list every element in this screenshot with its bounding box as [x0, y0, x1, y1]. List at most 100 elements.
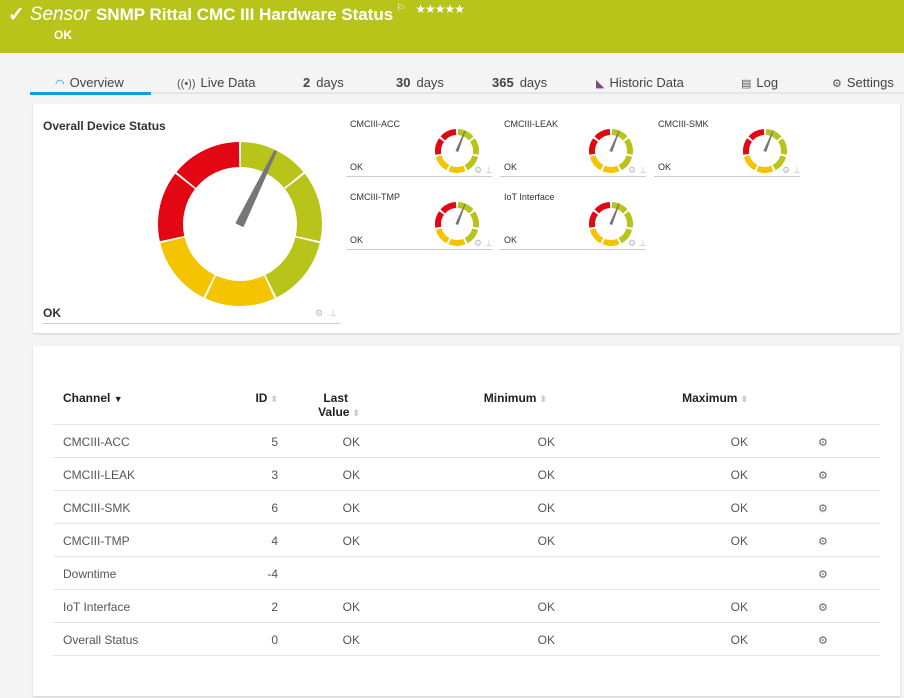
table-row[interactable]: CMCIII-TMP 4 OK OK OK ⚙: [53, 523, 880, 557]
gauge-needle: [455, 130, 466, 152]
pin-icon[interactable]: ⊥: [485, 238, 493, 248]
gear-icon[interactable]: ⚙: [628, 238, 637, 248]
cell-minimum: [360, 556, 555, 590]
gauge-segment: [589, 211, 598, 228]
tab-settings[interactable]: ⚙ Settings: [832, 75, 894, 90]
col-channel[interactable]: Channel ▼: [53, 386, 213, 425]
gauge-tile[interactable]: CMCIII-ACC OK ⚙ ⊥: [346, 104, 493, 177]
tab-label: Overview: [69, 75, 124, 90]
cell-channel[interactable]: CMCIII-SMK: [53, 490, 213, 524]
gauge-segment: [765, 129, 782, 141]
tab-overview[interactable]: ◠ Overview: [30, 75, 151, 95]
cell-channel[interactable]: CMCIII-ACC: [53, 424, 213, 458]
flag-icon[interactable]: ⚐: [396, 3, 406, 14]
gauge-segment: [470, 211, 479, 228]
gauge-label: IoT Interface: [504, 192, 555, 202]
tab-label: days: [519, 75, 548, 90]
gear-icon[interactable]: ⚙: [315, 308, 324, 318]
pin-icon[interactable]: ⊥: [793, 165, 801, 175]
cell-last-value: OK: [278, 589, 360, 623]
log-icon: ▤: [741, 78, 752, 90]
gauge-segment: [176, 142, 240, 188]
gauge-segment: [440, 202, 457, 214]
pin-icon[interactable]: ⊥: [639, 238, 647, 248]
channel-settings-icon[interactable]: ⚙: [818, 601, 828, 614]
gauge-tile[interactable]: CMCIII-SMK OK ⚙ ⊥: [654, 104, 801, 177]
cell-maximum: OK: [555, 589, 750, 623]
channel-settings-icon[interactable]: ⚙: [818, 436, 828, 449]
cell-channel[interactable]: CMCIII-TMP: [53, 523, 213, 557]
col-last-value[interactable]: Last Value ⬍: [278, 386, 360, 425]
gauge-segment: [435, 228, 450, 244]
channel-settings-icon[interactable]: ⚙: [818, 634, 828, 647]
cell-maximum: OK: [555, 622, 750, 656]
table-row[interactable]: IoT Interface 2 OK OK OK ⚙: [53, 589, 880, 623]
pin-icon[interactable]: ⊥: [329, 308, 337, 318]
overall-status-gauge: [158, 142, 322, 306]
cell-id: 4: [213, 523, 278, 557]
channel-settings-icon[interactable]: ⚙: [818, 502, 828, 515]
gauge-tile[interactable]: CMCIII-LEAK OK ⚙ ⊥: [500, 104, 647, 177]
tab-365-days[interactable]: 365 days: [492, 75, 547, 90]
cell-maximum: OK: [555, 457, 750, 491]
gear-icon[interactable]: ⚙: [474, 165, 483, 175]
tab-label: Live Data: [200, 75, 256, 90]
cell-channel[interactable]: IoT Interface: [53, 589, 213, 623]
cell-last-value: OK: [278, 490, 360, 524]
gauge-segment: [743, 138, 752, 155]
tab-live-data[interactable]: ((•)) Live Data: [177, 75, 255, 90]
tab-num: 2: [303, 75, 311, 90]
gauge-value: OK: [504, 162, 518, 172]
gear-icon[interactable]: ⚙: [474, 238, 483, 248]
tab-2-days[interactable]: 2 days: [303, 75, 344, 90]
gauge-segment: [624, 211, 633, 228]
col-id[interactable]: ID ⬍: [213, 386, 278, 425]
channel-settings-icon[interactable]: ⚙: [818, 568, 828, 581]
gauge-segment: [470, 138, 479, 155]
tab-log[interactable]: ▤ Log: [741, 75, 778, 90]
cell-minimum: OK: [360, 523, 555, 557]
pin-icon[interactable]: ⊥: [485, 165, 493, 175]
cell-channel[interactable]: CMCIII-LEAK: [53, 457, 213, 491]
cell-minimum: OK: [360, 457, 555, 491]
gauge-segment: [778, 138, 787, 155]
cell-channel[interactable]: Downtime: [53, 556, 213, 590]
gear-icon[interactable]: ⚙: [628, 165, 637, 175]
tab-label: days: [416, 75, 444, 90]
gear-icon[interactable]: ⚙: [782, 165, 791, 175]
channel-settings-icon[interactable]: ⚙: [818, 535, 828, 548]
cell-channel[interactable]: Overall Status: [53, 622, 213, 656]
gauge-segment: [435, 138, 444, 155]
tab-30-days[interactable]: 30 days: [396, 75, 444, 90]
gauge-segment: [160, 237, 215, 298]
col-maximum[interactable]: Maximum ⬍: [555, 386, 750, 425]
priority-stars[interactable]: ★★★★★: [415, 2, 465, 16]
table-row[interactable]: CMCIII-ACC 5 OK OK OK ⚙: [53, 424, 880, 458]
cell-maximum: OK: [555, 490, 750, 524]
pin-icon[interactable]: ⊥: [639, 165, 647, 175]
tab-label: Settings: [846, 75, 894, 90]
gauge-needle: [763, 130, 774, 152]
gauge-segment: [772, 155, 787, 171]
gauge-segment: [589, 138, 598, 155]
cell-last-value: OK: [278, 523, 360, 557]
table-row[interactable]: CMCIII-LEAK 3 OK OK OK ⚙: [53, 457, 880, 491]
table-row[interactable]: Overall Status 0 OK OK OK ⚙: [53, 622, 880, 656]
gauge-segment: [240, 142, 304, 188]
tab-label: Log: [756, 75, 779, 90]
table-row[interactable]: Downtime -4 ⚙: [53, 556, 880, 590]
gauge-value: OK: [350, 162, 364, 172]
gauge-tile[interactable]: CMCIII-TMP OK ⚙ ⊥: [346, 177, 493, 250]
cell-last-value: [278, 556, 360, 590]
col-minimum[interactable]: Minimum ⬍: [360, 386, 555, 425]
channel-gauge: [743, 129, 787, 173]
tab-num: 30: [396, 75, 411, 90]
gauge-label: CMCIII-LEAK: [504, 119, 559, 129]
gauge-tile[interactable]: IoT Interface OK ⚙ ⊥: [500, 177, 647, 250]
cell-id: 2: [213, 589, 278, 623]
tab-historic-data[interactable]: ◣ Historic Data: [596, 75, 684, 90]
tab-label: Historic Data: [609, 75, 684, 90]
gauge-segment: [618, 155, 633, 171]
channel-settings-icon[interactable]: ⚙: [818, 469, 828, 482]
table-row[interactable]: CMCIII-SMK 6 OK OK OK ⚙: [53, 490, 880, 524]
